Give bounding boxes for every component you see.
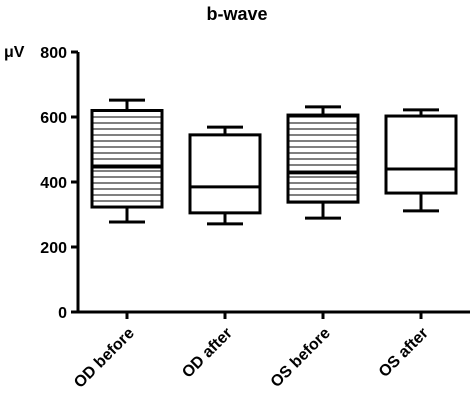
y-tick-label: 400: [40, 175, 67, 192]
x-tick-label: OD before: [71, 325, 138, 392]
chart-title: b-wave: [206, 4, 267, 24]
x-tick-label: OD after: [179, 325, 236, 382]
y-axis-label: μV: [4, 44, 25, 61]
box: [188, 133, 262, 215]
y-tick-label: 600: [40, 110, 67, 127]
y-tick-label: 200: [40, 240, 67, 257]
box: [384, 114, 458, 195]
x-tick-label: OS before: [268, 325, 334, 391]
x-tick-label: OS after: [376, 325, 432, 381]
box: [286, 113, 360, 204]
y-tick-label: 800: [40, 45, 67, 62]
y-tick-label: 0: [58, 305, 67, 322]
box: [90, 109, 164, 209]
